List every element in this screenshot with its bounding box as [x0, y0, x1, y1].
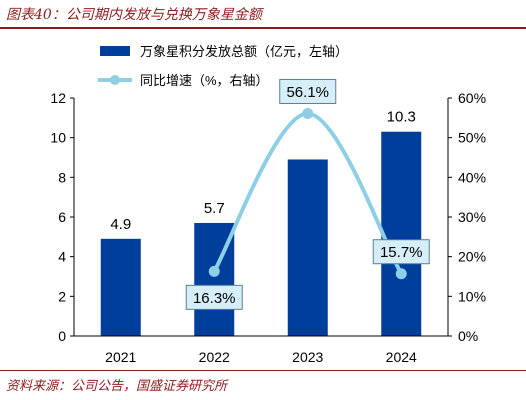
right-axis: 0% 10% 20% 30% 40% 50% 60%	[447, 90, 486, 344]
growth-point	[208, 265, 220, 277]
legend-label-bar: 万象星积分发放总额（亿元，左轴）	[140, 44, 348, 59]
growth-value-label: 56.1%	[286, 84, 329, 101]
right-tick-label: 10%	[458, 288, 486, 304]
x-tick-label: 2021	[105, 349, 136, 365]
left-tick-label: 2	[58, 288, 66, 304]
legend-label-line: 同比增速（%，右轴）	[140, 73, 269, 88]
bar	[381, 131, 422, 336]
bar-value-label: 4.9	[110, 216, 131, 233]
source-rule	[0, 370, 526, 371]
growth-label-box	[279, 78, 337, 104]
bar-labels-layer: 4.9 5.7 10.3	[110, 109, 416, 233]
legend-swatch-bar	[100, 46, 130, 56]
right-tick-label: 60%	[458, 90, 486, 106]
bar-value-label: 5.7	[204, 200, 225, 217]
growth-label-box	[372, 239, 430, 265]
title-rule	[0, 27, 526, 29]
left-tick-label: 10	[50, 130, 66, 146]
right-tick-label: 40%	[458, 169, 486, 185]
legend-swatch-marker	[110, 75, 120, 85]
bar-value-label: 10.3	[387, 109, 416, 126]
growth-label-box	[185, 284, 243, 310]
x-axis: 2021 2022 2023 2024	[74, 335, 448, 365]
growth-value-label: 16.3%	[193, 290, 236, 307]
bar	[100, 238, 141, 336]
right-tick-label: 50%	[458, 130, 486, 146]
figure-title: 图表40：公司期内发放与兑换万象星金额	[6, 7, 262, 23]
bar	[287, 159, 328, 336]
line-layer: 16.3% 56.1% 15.7%	[185, 78, 430, 310]
left-tick-label: 8	[58, 169, 66, 185]
growth-value-label: 15.7%	[380, 244, 423, 261]
right-tick-label: 0%	[458, 328, 478, 344]
source-note: 资料来源：公司公告，国盛证券研究所	[6, 379, 228, 394]
right-tick-label: 30%	[458, 209, 486, 225]
left-axis: 0 2 4 6 8 10 12	[50, 90, 75, 344]
growth-point	[302, 107, 314, 119]
left-tick-label: 0	[58, 328, 66, 344]
left-tick-label: 6	[58, 209, 66, 225]
legend: 万象星积分发放总额（亿元，左轴） 同比增速（%，右轴）	[98, 44, 348, 88]
left-tick-label: 4	[58, 249, 66, 265]
x-tick-label: 2022	[199, 349, 230, 365]
x-tick-label: 2024	[386, 349, 417, 365]
x-tick-label: 2023	[292, 349, 323, 365]
right-tick-label: 20%	[458, 249, 486, 265]
growth-point	[395, 268, 407, 280]
left-tick-label: 12	[50, 90, 66, 106]
bars-layer	[100, 131, 422, 336]
